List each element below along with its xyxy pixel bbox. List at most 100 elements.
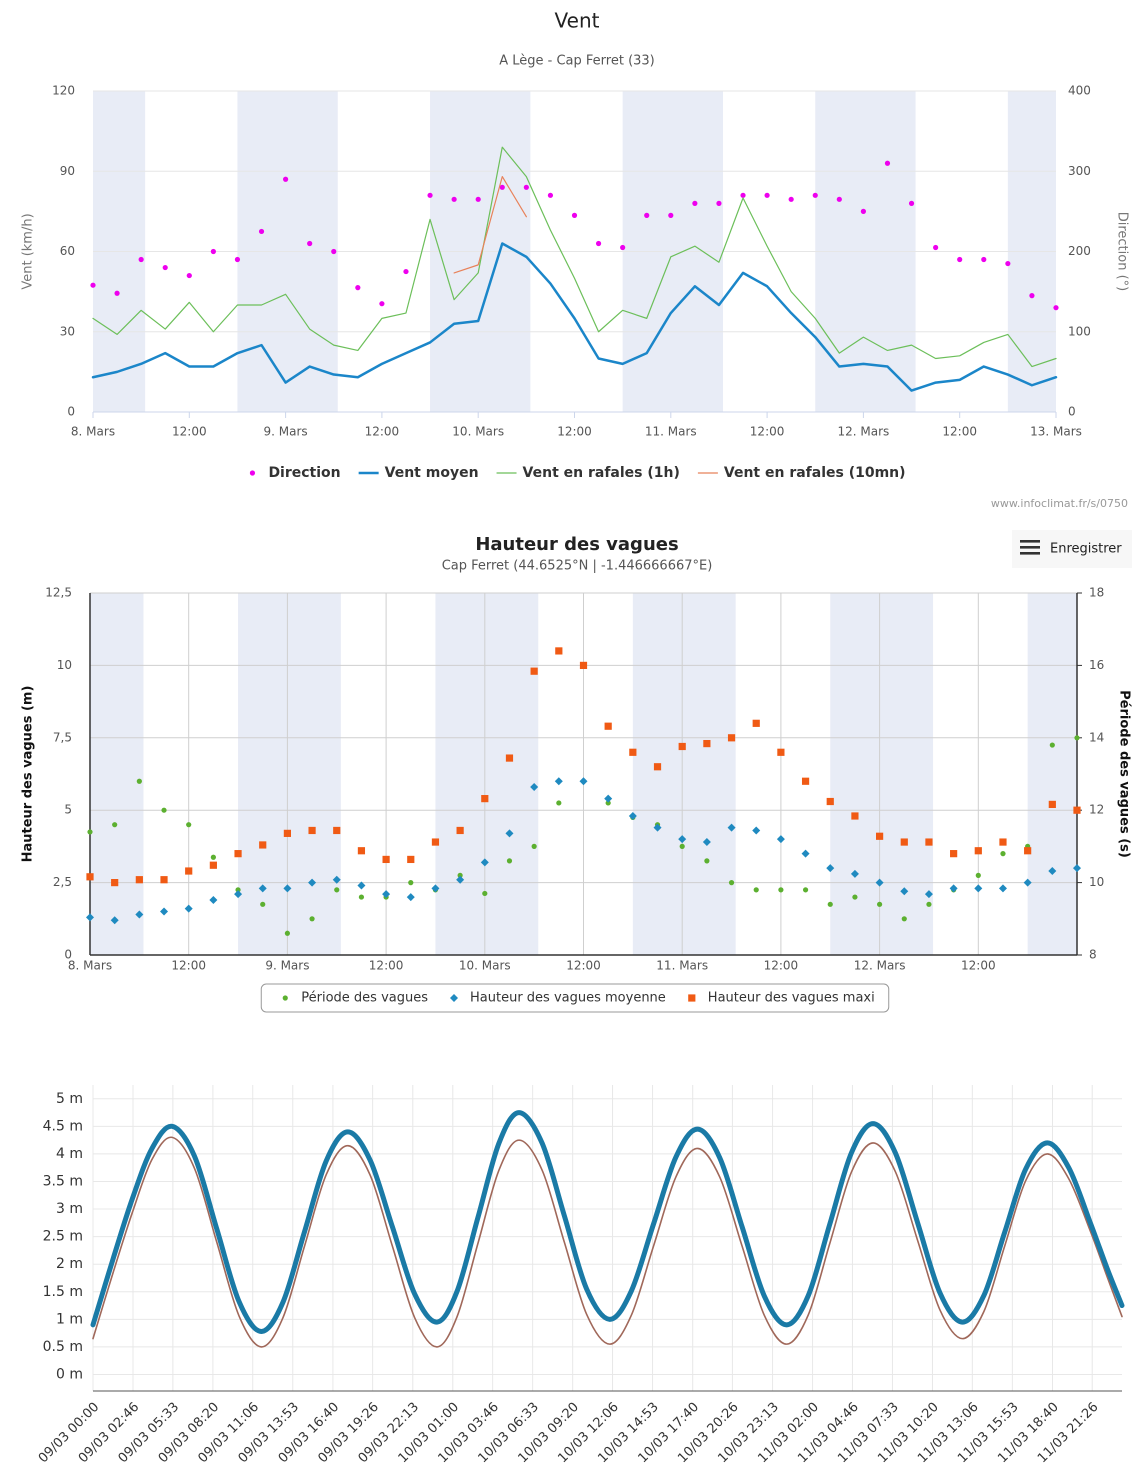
data-point	[475, 196, 481, 202]
data-point	[86, 873, 94, 881]
y2-tick-label: 400	[1068, 84, 1091, 98]
chart: Vent A Lège - Cap Ferret (33) 0 30 60 90 120 0 1…	[21, 9, 1130, 511]
data-point	[644, 212, 650, 218]
data-point	[309, 916, 315, 922]
export-button[interactable]: Enregistrer	[1012, 530, 1132, 568]
y-tick-label: 1 m	[56, 1311, 83, 1327]
data-point	[161, 807, 167, 813]
data-point	[1073, 864, 1081, 873]
data-point	[456, 875, 465, 884]
data-point	[506, 858, 513, 864]
y-tick-label: 1.5 m	[43, 1284, 83, 1300]
x-tick-label: 12:00	[566, 959, 601, 973]
data-point	[716, 200, 722, 206]
data-point	[1053, 305, 1059, 311]
legend-label: Période des vagues	[301, 991, 428, 1006]
data-point	[523, 184, 529, 190]
data-point	[827, 901, 833, 907]
data-point	[778, 887, 784, 893]
y2-axis-title: Direction (°)	[1115, 212, 1130, 292]
x-tick-label: 12:00	[961, 959, 996, 973]
data-point	[801, 849, 810, 858]
data-point	[703, 739, 711, 748]
data-point	[184, 904, 193, 913]
data-point	[135, 876, 143, 884]
data-point	[210, 854, 216, 860]
data-point	[186, 822, 192, 828]
data-point	[283, 884, 292, 893]
data-point	[210, 248, 216, 255]
data-point	[605, 800, 611, 806]
menu-icon[interactable]	[1020, 540, 1040, 543]
x-tick-label: 12:00	[171, 959, 206, 973]
y2-tick-label: 14	[1089, 730, 1104, 744]
data-point	[998, 884, 1007, 893]
data-point	[331, 248, 337, 255]
y-tick-label: 30	[60, 324, 75, 338]
data-point	[981, 256, 987, 263]
data-point	[481, 795, 489, 803]
x-tick-label: 10. Mars	[459, 959, 511, 973]
x-tick-label: 12:00	[172, 425, 207, 439]
series-line	[90, 1110, 1125, 1334]
data-point	[308, 878, 317, 887]
data-point	[160, 876, 168, 884]
y-tick-label: 90	[60, 164, 75, 178]
data-point	[1049, 742, 1055, 748]
x-tick-label: 12:00	[557, 425, 592, 439]
data-point	[876, 832, 884, 840]
legend-label: Direction	[268, 465, 340, 481]
data-point	[283, 176, 289, 182]
data-point	[530, 783, 539, 792]
menu-icon[interactable]	[1020, 546, 1040, 549]
data-point	[957, 256, 963, 263]
data-point	[284, 930, 290, 936]
data-point	[358, 894, 365, 900]
data-point	[1000, 851, 1006, 857]
button-background[interactable]	[1012, 530, 1132, 568]
legend-label: Vent en rafales (10mn)	[724, 465, 906, 481]
button-label[interactable]: Enregistrer	[1050, 542, 1122, 557]
data-point	[431, 884, 440, 893]
data-point	[728, 880, 735, 886]
x-tick-label: 12. Mars	[854, 959, 906, 973]
y-tick-label: 0	[67, 405, 75, 419]
data-point	[234, 850, 242, 858]
y-tick-label: 12,5	[45, 586, 72, 600]
y2-tick-label: 0	[1068, 405, 1076, 419]
y-tick-label: 2.5 m	[43, 1229, 83, 1245]
data-point	[975, 872, 981, 878]
y-axis-title: Hauteur des vagues (m)	[21, 686, 36, 863]
legend-label: Vent en rafales (1h)	[523, 465, 680, 481]
legend-symbol	[249, 470, 256, 476]
data-point	[307, 240, 313, 247]
legend: Période des vagues Hauteur des vagues moy…	[282, 991, 875, 1006]
data-point	[427, 192, 433, 198]
data-point	[260, 901, 266, 907]
chart-title: Hauteur des vagues	[475, 534, 678, 555]
night-band	[90, 593, 144, 955]
data-point	[185, 867, 193, 875]
data-point	[114, 290, 120, 296]
data-point	[333, 826, 341, 835]
data-point	[704, 858, 710, 864]
data-point	[480, 858, 489, 867]
data-point	[884, 160, 891, 166]
data-point	[579, 777, 588, 786]
data-point	[554, 777, 563, 786]
y2-tick-label: 12	[1089, 803, 1104, 817]
x-tick-label: 13. Mars	[1030, 425, 1082, 439]
data-point	[258, 228, 265, 235]
data-point	[258, 884, 267, 893]
x-tick-label: 9. Mars	[264, 425, 308, 439]
data-point	[162, 264, 168, 271]
data-point	[135, 910, 144, 919]
menu-icon[interactable]	[1020, 552, 1040, 555]
data-point	[974, 884, 983, 893]
data-point	[308, 826, 316, 835]
chart: Hauteur des vagues Cap Ferret (44.6525°N …	[21, 534, 1132, 1013]
data-point	[457, 872, 463, 878]
data-point	[505, 829, 514, 838]
data-point	[1048, 800, 1056, 809]
data-point	[925, 838, 933, 846]
